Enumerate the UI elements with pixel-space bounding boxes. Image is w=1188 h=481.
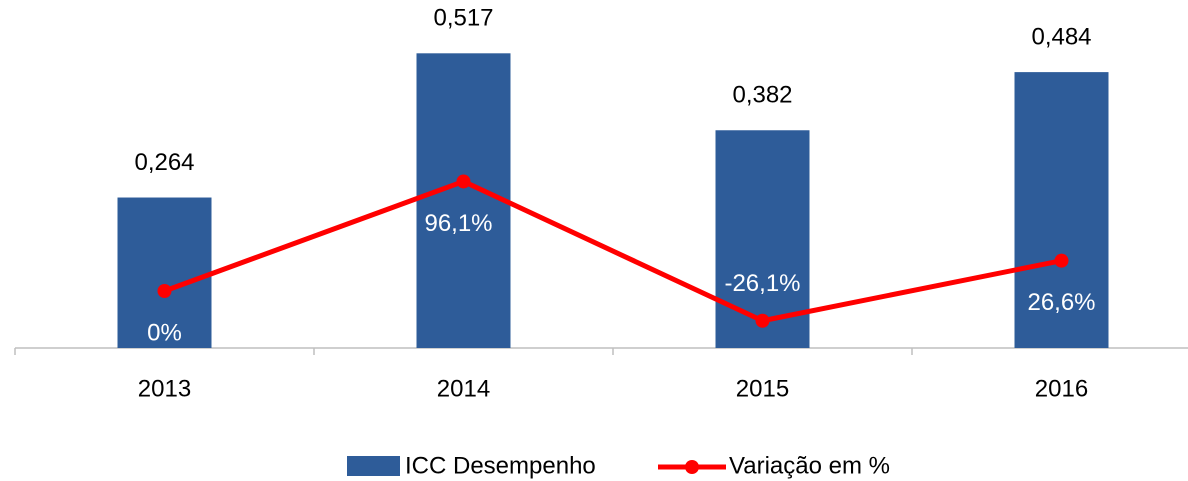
legend-swatch [347,456,400,476]
bar-value-label: 0,484 [1031,23,1091,50]
line-value-label: -26,1% [724,270,800,297]
line-value-label: 26,6% [1027,289,1095,316]
legend-swatch [685,460,699,474]
bar [1014,72,1109,349]
line [163,178,1062,324]
bar [416,53,511,349]
legend-label: ICC Desempenho [405,452,596,479]
bar-value-label: 0,382 [732,82,792,109]
line-value-label: 96,1% [424,210,492,237]
x-tick-label: 2015 [736,375,789,402]
x-tick-label: 2016 [1035,375,1088,402]
x-tick-label: 2014 [437,375,490,402]
bar [715,130,810,348]
line-point [157,284,172,298]
legend-label: Variação em % [729,452,890,479]
bar-value-label: 0,264 [134,149,194,176]
line-point [1054,253,1069,268]
bar [117,197,212,348]
bar-value-label: 0,517 [433,5,493,32]
line-point [456,174,471,189]
line-point [755,313,770,328]
x-tick-label: 2013 [138,375,191,402]
line-value-label: 0% [147,319,182,346]
